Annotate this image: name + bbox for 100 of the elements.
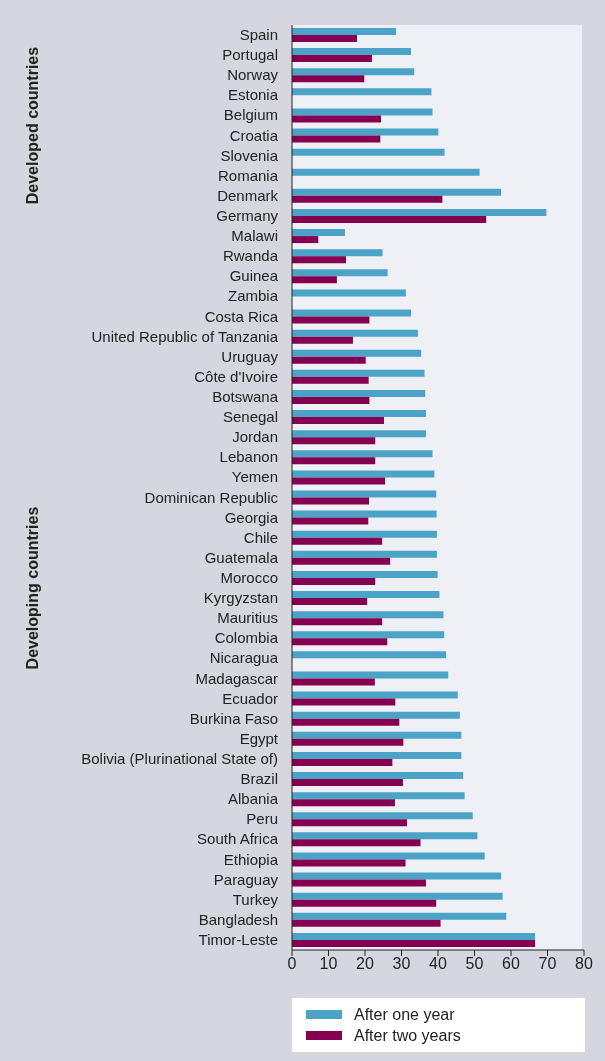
y-tick-label: Morocco: [220, 568, 278, 586]
bar: [292, 819, 407, 827]
bar: [292, 430, 426, 438]
bar: [292, 919, 441, 927]
bar: [292, 859, 406, 867]
bar: [292, 349, 422, 357]
y-tick-label: Denmark: [217, 186, 279, 204]
bar: [292, 276, 337, 284]
bar: [292, 256, 347, 264]
bar: [292, 611, 444, 619]
bar: [292, 892, 503, 900]
y-tick-label: Slovenia: [220, 146, 279, 164]
y-tick-label: Guatemala: [204, 548, 279, 566]
bar: [292, 208, 547, 216]
y-tick-label: Uruguay: [221, 347, 279, 365]
bar: [292, 651, 447, 659]
bar: [292, 899, 437, 907]
bar: [292, 879, 426, 887]
y-tick-label: United Republic of Tanzania: [91, 327, 279, 345]
y-tick-label: Bolivia (Plurinational State of): [81, 749, 278, 767]
y-tick-label: Côte d'Ivoire: [194, 367, 278, 385]
y-tick-label: Bangladesh: [198, 910, 278, 928]
bar: [292, 88, 432, 96]
bar: [292, 329, 418, 337]
legend-label: After two years: [353, 1025, 462, 1046]
bar: [292, 396, 370, 404]
bar: [292, 758, 393, 766]
bar: [292, 792, 465, 800]
y-tick-label: Egypt: [239, 729, 279, 747]
bar: [292, 316, 370, 324]
bar: [292, 852, 485, 860]
bar: [292, 751, 462, 759]
bar: [292, 417, 384, 425]
y-tick-label: Estonia: [227, 86, 279, 104]
bar: [292, 939, 536, 947]
y-tick-label: Croatia: [229, 126, 279, 144]
bar: [292, 772, 464, 780]
bar: [292, 55, 372, 63]
bar: [292, 148, 445, 156]
bar: [292, 497, 370, 505]
bar: [292, 671, 449, 679]
bar: [292, 618, 383, 626]
y-tick-label: Lebanon: [219, 448, 278, 466]
y-tick-label: Peru: [246, 810, 278, 828]
bar: [292, 731, 462, 739]
x-tick-label: 0: [287, 955, 297, 973]
y-tick-label: Burkina Faso: [189, 709, 278, 727]
bar: [292, 872, 502, 880]
bar: [292, 517, 369, 525]
x-tick-label: 10: [319, 955, 338, 973]
bar: [292, 369, 425, 377]
x-tick-label: 80: [575, 955, 593, 973]
bar: [292, 108, 433, 116]
bar: [292, 437, 376, 445]
text: Developing countries: [24, 506, 41, 670]
y-tick-label: Romania: [217, 166, 279, 184]
x-tick-label: 40: [429, 955, 447, 973]
bar: [292, 28, 397, 35]
bar: [292, 839, 421, 847]
bar: [292, 450, 433, 458]
bar: [292, 598, 368, 606]
bar: [292, 389, 426, 397]
bar: [292, 570, 438, 578]
bar: [292, 376, 369, 384]
y-tick-label: Timor-Leste: [198, 930, 278, 948]
bar: [292, 470, 435, 478]
bar: [292, 188, 502, 196]
x-tick-label: 60: [502, 955, 520, 973]
bar: [292, 738, 404, 746]
bar: [292, 229, 345, 237]
y-tick-label: Belgium: [223, 106, 278, 124]
y-tick-label: Georgia: [224, 508, 279, 526]
bar: [292, 68, 415, 76]
bar: [292, 698, 396, 706]
bar: [292, 631, 445, 639]
bar: [292, 289, 406, 297]
bar: [292, 477, 386, 485]
y-tick-label: Zambia: [227, 287, 279, 305]
bar: [292, 168, 480, 176]
y-tick-label: South Africa: [197, 830, 279, 848]
bar: [292, 490, 437, 498]
bar: [292, 718, 400, 726]
y-tick-label: Rwanda: [222, 247, 279, 265]
bar: [292, 638, 388, 646]
bar: [292, 711, 460, 719]
y-tick-label: Malawi: [231, 227, 278, 245]
y-tick-label: Portugal: [222, 46, 278, 64]
y-tick-label: Costa Rica: [204, 307, 279, 325]
y-tick-label: Guinea: [229, 267, 279, 285]
x-tick-label: 70: [538, 955, 557, 973]
bar: [292, 577, 376, 585]
y-tick-label: Brazil: [240, 770, 278, 788]
bar: [292, 510, 437, 518]
y-tick-label: Germany: [216, 207, 279, 225]
x-tick-label: 30: [392, 955, 411, 973]
y-tick-label: Jordan: [232, 428, 278, 446]
bar: [292, 932, 536, 940]
y-tick-label: Madagascar: [195, 669, 278, 687]
legend-label: After one year: [353, 1004, 456, 1025]
bar: [292, 336, 353, 344]
